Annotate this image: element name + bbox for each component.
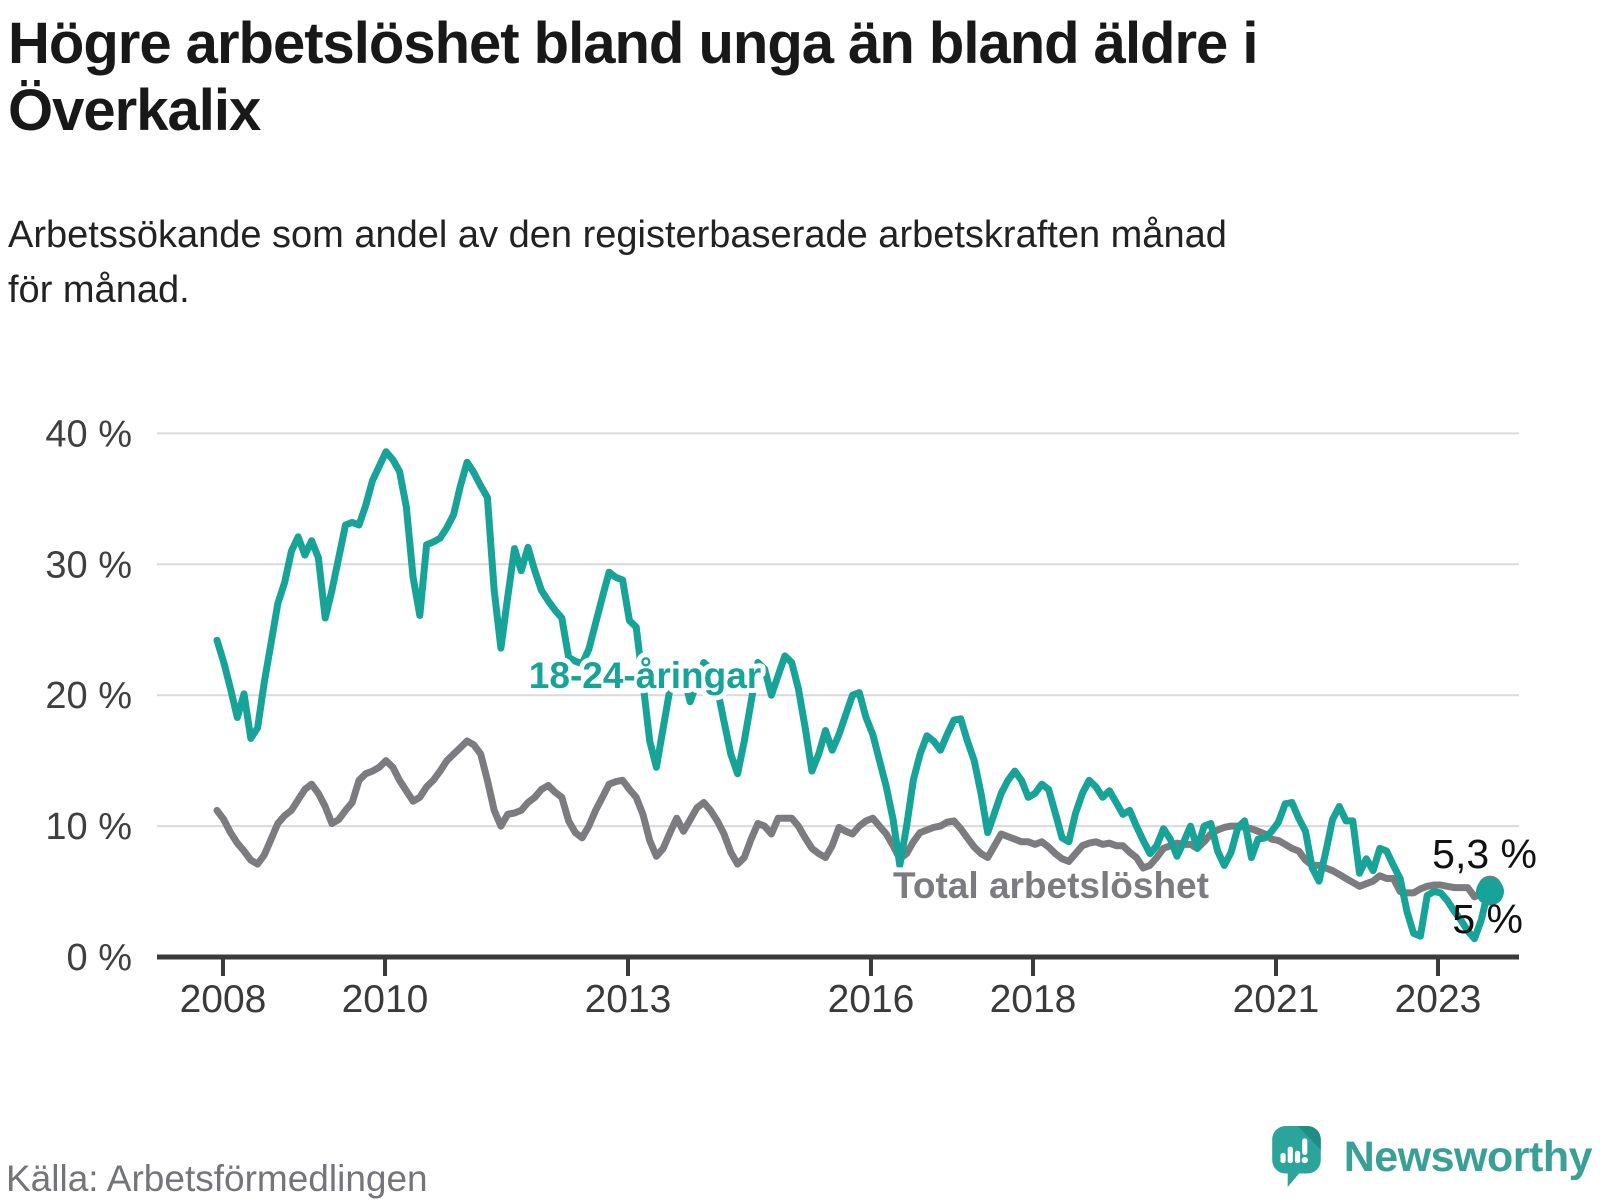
subtitle-line-2: för månad. bbox=[8, 269, 190, 312]
series-line-18-24-åringar bbox=[213, 448, 1492, 943]
chart-subtitle: Arbetssökande som andel av den registerb… bbox=[8, 208, 1568, 318]
y-tick-label-30: 30 % bbox=[45, 544, 132, 586]
x-tick-label-2016: 2016 bbox=[828, 978, 915, 1021]
x-tick-label-2018: 2018 bbox=[990, 978, 1077, 1021]
page-title: Högre arbetslöshet bland unga än bland ä… bbox=[8, 10, 1568, 145]
logo-bar-chart-icon bbox=[1280, 1138, 1308, 1164]
y-tick-label-10: 10 % bbox=[45, 806, 132, 848]
subtitle-line-1: Arbetssökande som andel av den registerb… bbox=[8, 214, 1227, 256]
logo-bubble-shade bbox=[1297, 1126, 1321, 1150]
end-value-label-total-arbetslöshet: 5,3 % bbox=[1432, 831, 1537, 877]
gridlines: 0 % 10 % 20 % 30 % 40 % bbox=[45, 413, 1519, 979]
data-series bbox=[213, 448, 1504, 943]
x-axis: 2008 2010 2013 2016 2018 2021 2023 bbox=[157, 954, 1519, 1021]
x-tick-label-2008: 2008 bbox=[180, 978, 267, 1021]
title-line-1: Högre arbetslöshet bland unga än bland ä… bbox=[8, 11, 1259, 76]
newsworthy-logo-icon bbox=[1271, 1126, 1321, 1187]
y-tick-label-20: 20 % bbox=[45, 675, 132, 717]
source-credit: Källa: Arbetsförmedlingen bbox=[6, 1158, 428, 1199]
end-value-label-18-24-åringar: 5 % bbox=[1452, 896, 1523, 942]
x-tick-label-2021: 2021 bbox=[1233, 978, 1320, 1021]
y-tick-label-40: 40 % bbox=[45, 413, 132, 455]
x-tick-label-2023: 2023 bbox=[1395, 978, 1482, 1021]
series-label-total-arbetslöshet: Total arbetslöshet bbox=[893, 865, 1209, 906]
series-line-total-arbetslöshet bbox=[213, 737, 1492, 901]
x-tick-label-2010: 2010 bbox=[342, 978, 429, 1021]
newsworthy-logo: Newsworthy bbox=[1271, 1126, 1593, 1188]
series-label-18-24-åringar: 18-24-åringar bbox=[529, 655, 761, 696]
end-dot-18-24-åringar bbox=[1476, 877, 1504, 906]
y-tick-label-0: 0 % bbox=[67, 937, 132, 979]
brand-name: Newsworthy bbox=[1343, 1132, 1593, 1181]
title-line-2: Överkalix bbox=[8, 78, 261, 144]
annotations: Total arbetslöshet 18-24-åringar 5,3 % 5 % bbox=[524, 650, 1537, 942]
x-tick-label-2013: 2013 bbox=[585, 978, 672, 1021]
